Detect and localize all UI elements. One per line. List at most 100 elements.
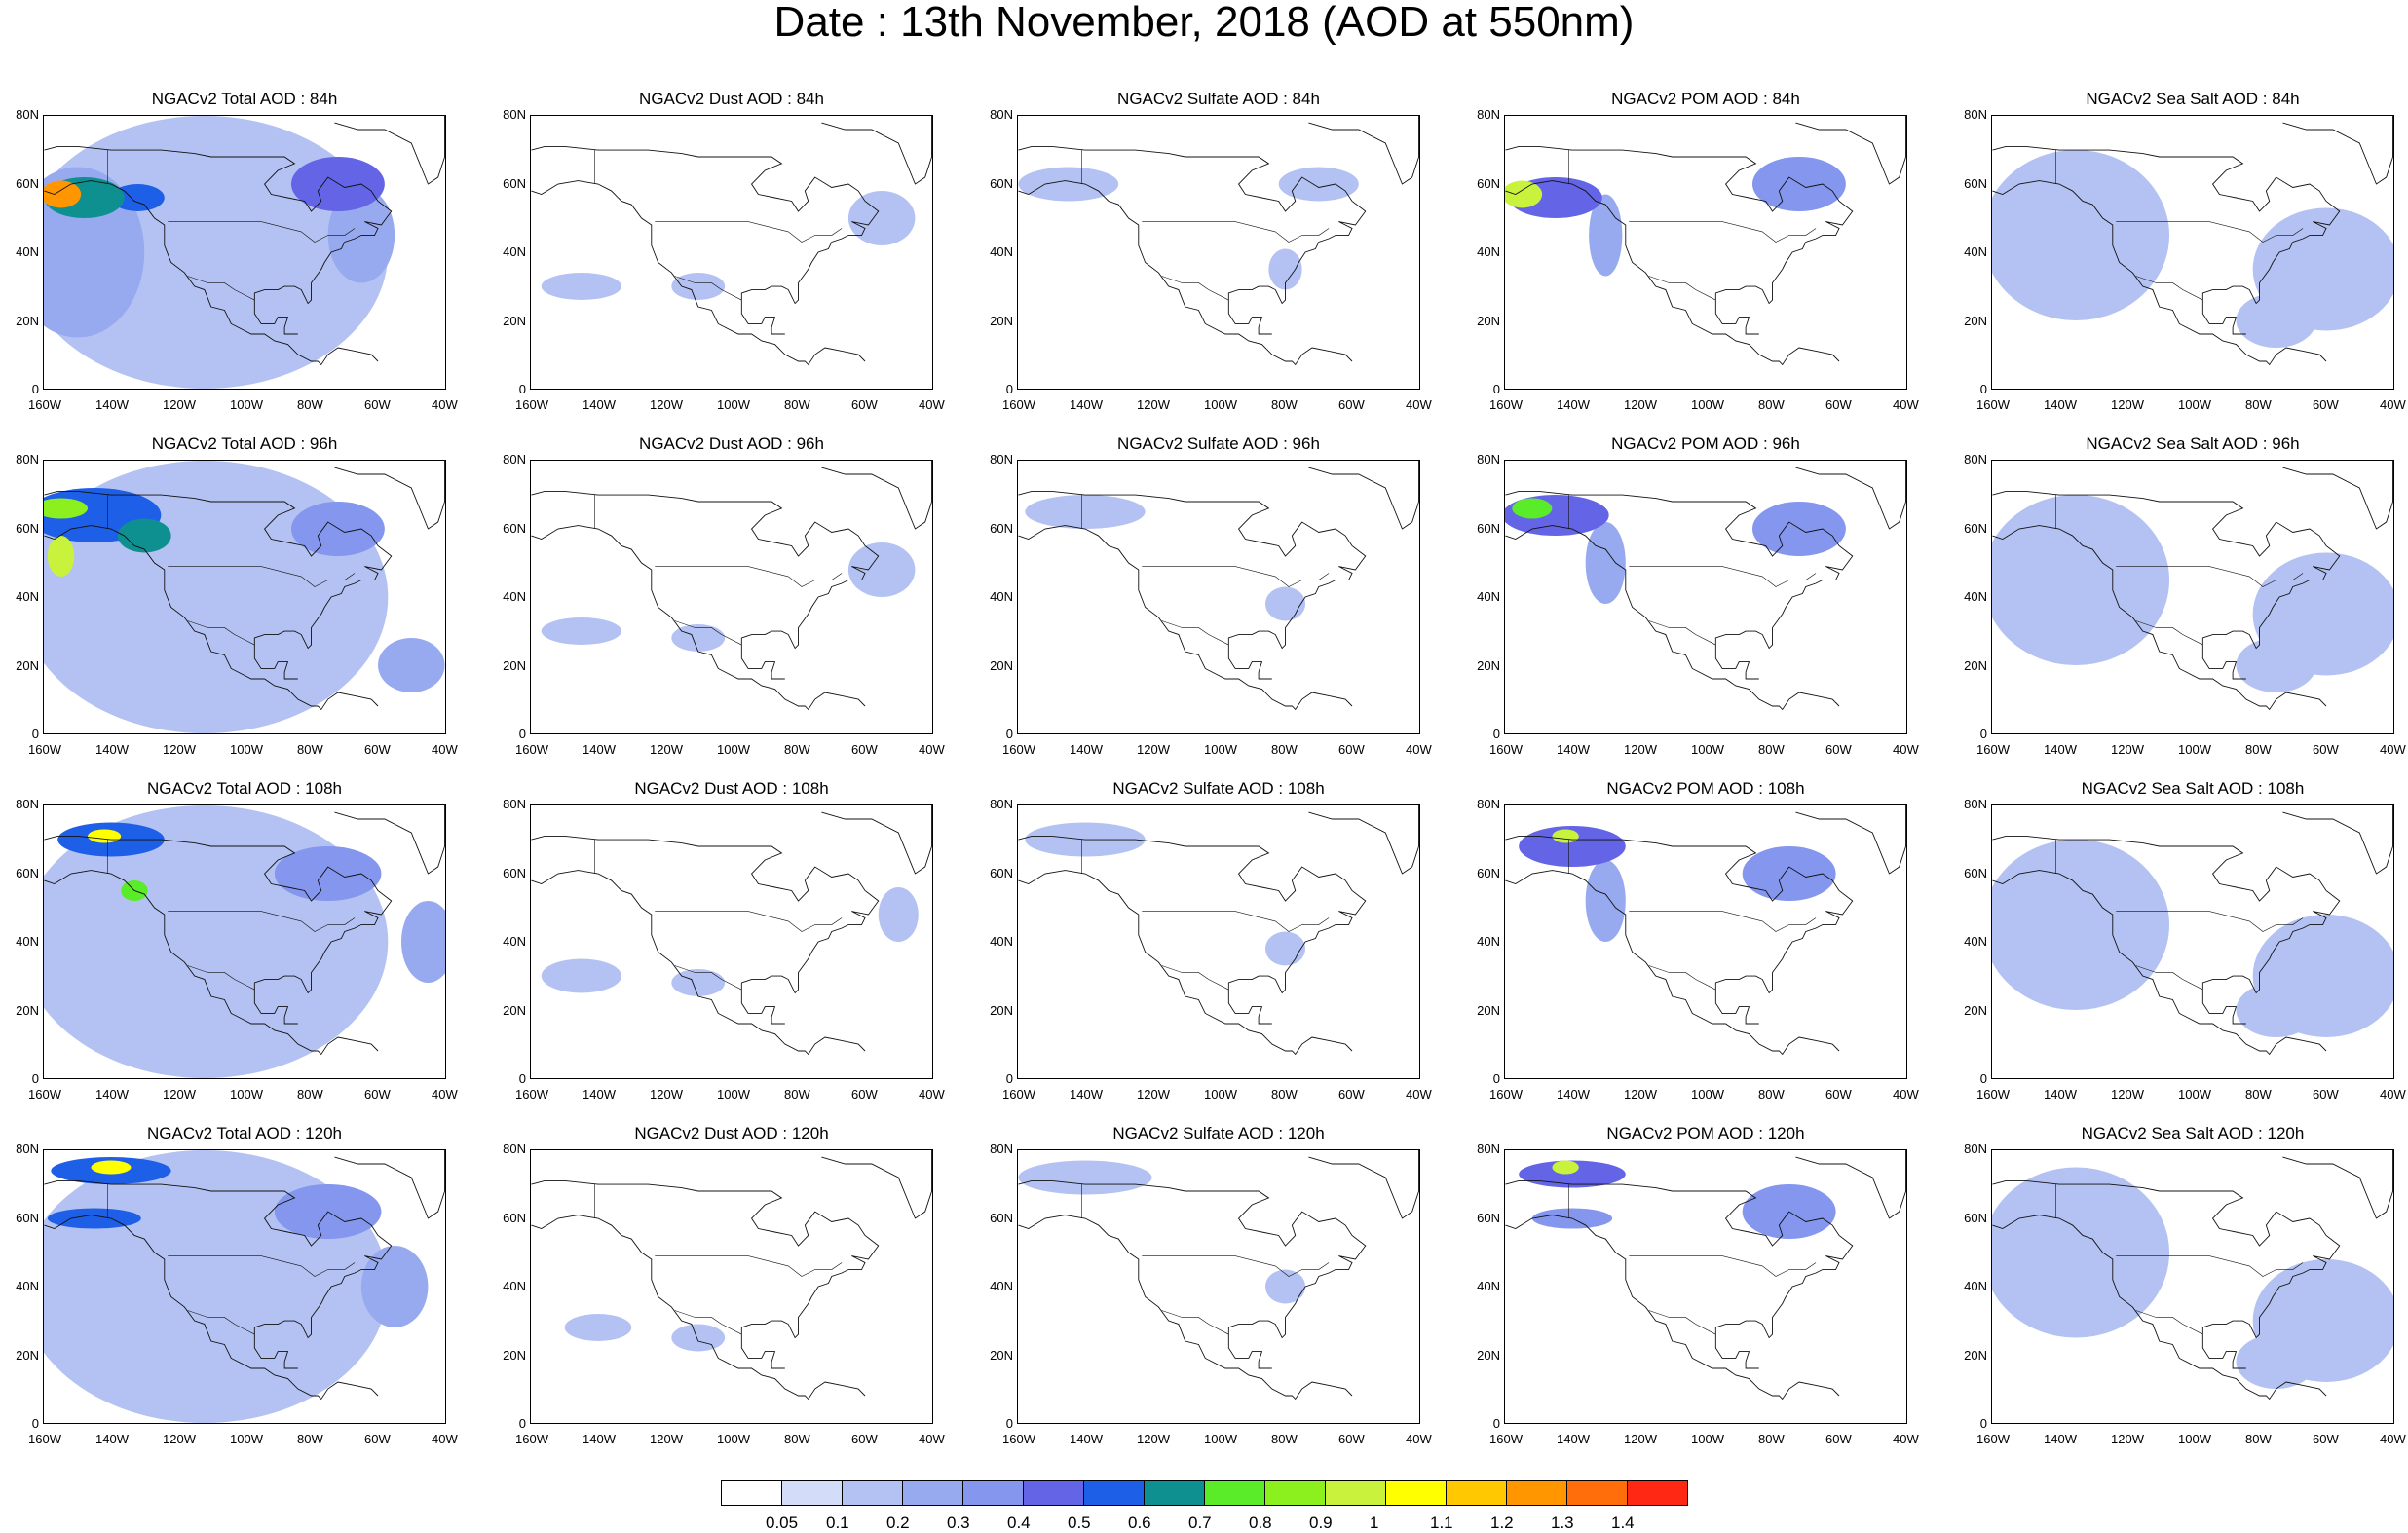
lon-tick-label: 160W xyxy=(515,1432,548,1446)
aod-map xyxy=(1504,460,1907,734)
figure-title: Date : 13th November, 2018 (AOD at 550nm… xyxy=(773,0,1635,46)
lon-tick-label: 160W xyxy=(1489,397,1523,412)
panel-title: NGACv2 Sea Salt AOD : 108h xyxy=(2081,779,2305,798)
panel-title: NGACv2 POM AOD : 108h xyxy=(1606,779,1805,798)
political-border xyxy=(2116,911,2304,932)
lat-tick-label: 20N xyxy=(1964,1002,1987,1018)
aod-region xyxy=(2252,207,2393,331)
aod-field xyxy=(1018,1150,1419,1401)
aod-map xyxy=(1017,460,1420,734)
aod-region xyxy=(1018,1160,1152,1195)
lat-tick-label: 40N xyxy=(16,244,39,259)
political-border xyxy=(674,276,742,301)
aod-map xyxy=(530,1149,933,1424)
lon-tick-label: 60W xyxy=(1825,397,1852,412)
lon-tick-label: 100W xyxy=(230,1087,263,1102)
aod-region xyxy=(541,617,621,645)
lat-tick-label: 60N xyxy=(1477,520,1500,536)
colorbar-label: 0.05 xyxy=(766,1514,799,1532)
lon-tick-label: 80W xyxy=(784,397,810,412)
colorbar xyxy=(721,1480,1688,1506)
political-border xyxy=(1161,965,1229,991)
coastline xyxy=(740,645,785,680)
lat-tick-label: 80N xyxy=(503,107,526,122)
lon-tick-label: 140W xyxy=(95,1087,129,1102)
lon-tick-label: 100W xyxy=(717,1087,750,1102)
lat-tick-label: 0 xyxy=(31,1071,39,1086)
coastline xyxy=(1018,525,1353,711)
colorbar-swatch xyxy=(962,1480,1024,1506)
coastline xyxy=(1505,180,1840,366)
lon-tick-label: 60W xyxy=(851,742,878,757)
aod-region xyxy=(378,638,445,692)
coastline xyxy=(44,180,379,366)
aod-region xyxy=(671,1324,726,1352)
lon-tick-label: 60W xyxy=(1338,1432,1365,1446)
aod-field xyxy=(531,805,932,1056)
colorbar-label: 0.6 xyxy=(1128,1514,1151,1532)
aod-field xyxy=(531,1150,932,1401)
lat-tick-label: 0 xyxy=(1005,382,1013,396)
coastline xyxy=(1018,836,1367,994)
aod-map xyxy=(1991,115,2394,390)
lon-tick-label: 160W xyxy=(1489,742,1523,757)
lat-tick-label: 40N xyxy=(1964,1279,1987,1293)
lon-tick-label: 160W xyxy=(1976,397,2010,412)
aod-region xyxy=(47,536,75,577)
lat-tick-label: 0 xyxy=(31,727,39,741)
lon-tick-label: 140W xyxy=(2044,742,2077,757)
lon-tick-label: 60W xyxy=(851,1087,878,1102)
lon-tick-label: 100W xyxy=(1204,742,1237,757)
aod-field xyxy=(1505,461,1906,711)
aod-region xyxy=(541,273,621,300)
lon-tick-label: 60W xyxy=(1338,1087,1365,1102)
lat-tick-label: 80N xyxy=(503,797,526,811)
lat-tick-label: 20N xyxy=(503,313,526,328)
panel-title: NGACv2 Dust AOD : 96h xyxy=(639,434,824,453)
lat-tick-label: 40N xyxy=(990,1279,1013,1293)
lat-tick-label: 0 xyxy=(31,382,39,396)
panel-title: NGACv2 Sulfate AOD : 108h xyxy=(1112,779,1325,798)
lat-tick-label: 20N xyxy=(1964,657,1987,673)
lon-tick-label: 60W xyxy=(2313,1432,2339,1446)
lat-tick-label: 40N xyxy=(503,934,526,949)
aod-region xyxy=(1585,860,1626,942)
coastline xyxy=(531,870,866,1056)
political-border xyxy=(168,1255,356,1277)
lon-tick-label: 80W xyxy=(1271,1432,1298,1446)
lat-tick-label: 20N xyxy=(1477,1002,1500,1018)
colorbar-swatch xyxy=(842,1480,903,1506)
lat-tick-label: 60N xyxy=(1477,865,1500,880)
coastline xyxy=(1227,990,1272,1025)
lon-tick-label: 100W xyxy=(230,742,263,757)
lat-tick-label: 0 xyxy=(1492,727,1500,741)
aod-field xyxy=(1505,1150,1906,1401)
coastline xyxy=(1714,990,1759,1025)
colorbar-label: 1.2 xyxy=(1490,1514,1514,1532)
lon-tick-label: 60W xyxy=(364,1432,391,1446)
lon-tick-label: 60W xyxy=(1825,1087,1852,1102)
lon-tick-label: 40W xyxy=(919,1087,945,1102)
coastline xyxy=(1505,146,1854,305)
coastline xyxy=(1505,870,1840,1056)
coastline xyxy=(1227,645,1272,680)
aod-region xyxy=(1589,194,1623,277)
coastline xyxy=(44,491,393,650)
aod-region xyxy=(1264,1269,1306,1304)
lat-tick-label: 0 xyxy=(518,727,526,741)
aod-region xyxy=(1268,248,1302,290)
lon-tick-label: 80W xyxy=(297,1087,323,1102)
coastline xyxy=(1505,1215,1840,1401)
lat-tick-label: 80N xyxy=(990,797,1013,811)
coastline xyxy=(1795,116,1906,185)
colorbar-label: 0.8 xyxy=(1249,1514,1272,1532)
lat-tick-label: 80N xyxy=(1477,1141,1500,1156)
lon-tick-label: 140W xyxy=(1070,1432,1103,1446)
lat-tick-label: 0 xyxy=(518,382,526,396)
coastline xyxy=(2201,300,2246,335)
lat-tick-label: 60N xyxy=(16,1210,39,1225)
lon-tick-label: 160W xyxy=(515,742,548,757)
aod-region xyxy=(47,1208,141,1229)
aod-field xyxy=(1018,805,1419,1056)
